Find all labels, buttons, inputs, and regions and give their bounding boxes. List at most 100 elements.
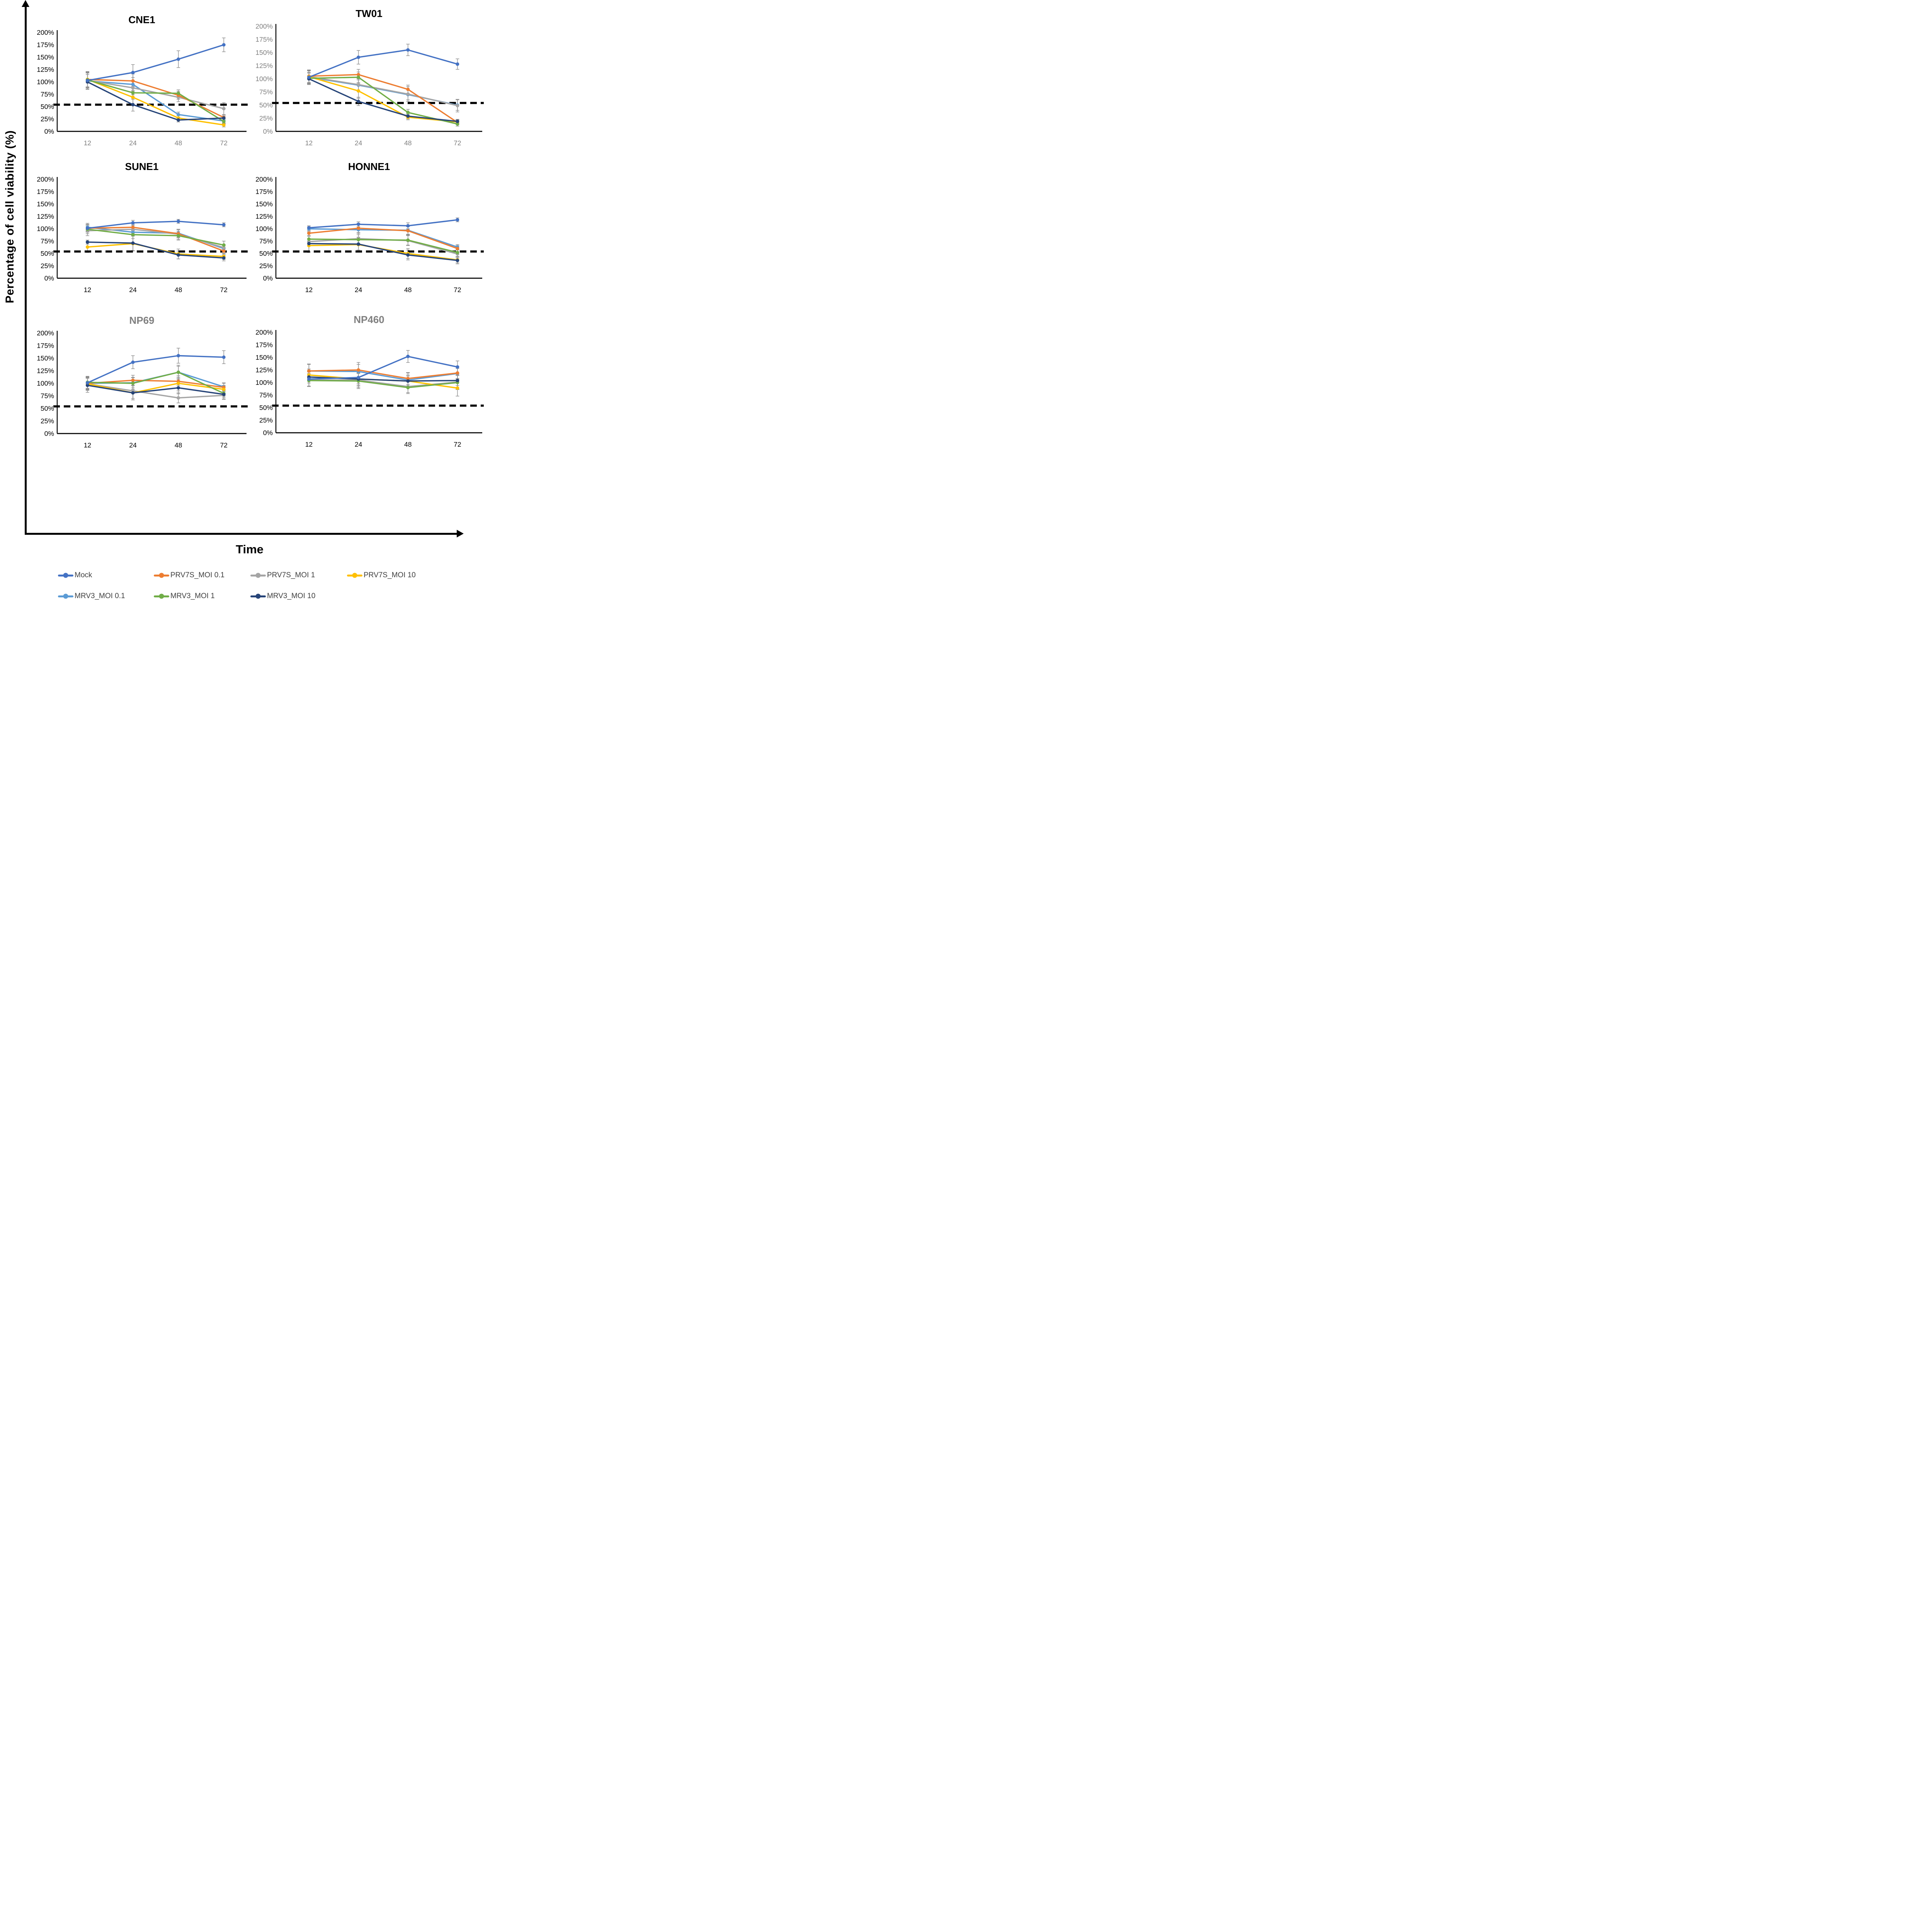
legend-item-label: PRV7S_MOI 10 — [364, 571, 416, 579]
svg-text:48: 48 — [404, 139, 412, 147]
svg-text:175%: 175% — [255, 341, 273, 349]
series-mrv3-moi-10 — [85, 383, 226, 396]
legend-item-label: PRV7S_MOI 1 — [267, 571, 315, 579]
y-axis-ticks: 200% 175% 150% 125% 100% 75% 50% 25% 0% — [37, 175, 54, 282]
legend-marker-mrv3-moi-0-1-icon — [58, 594, 73, 599]
svg-text:72: 72 — [454, 139, 461, 147]
svg-text:48: 48 — [404, 286, 412, 294]
x-axis-ticks: 12 24 48 72 — [84, 139, 228, 147]
svg-text:175%: 175% — [37, 188, 54, 196]
series-mock — [85, 219, 226, 230]
svg-text:72: 72 — [454, 286, 461, 294]
series-mrv3-moi-0-1 — [85, 225, 226, 250]
chart-tw01: TW01 200% 175% 150% 125% 100% 75% 50% 25% 0% 12 24… — [251, 8, 487, 150]
svg-text:100%: 100% — [255, 379, 273, 386]
chart-title: TW01 — [355, 8, 383, 19]
svg-text:175%: 175% — [255, 188, 273, 196]
svg-text:200%: 200% — [255, 328, 273, 336]
svg-text:48: 48 — [175, 441, 182, 449]
legend-item-label: Mock — [75, 571, 92, 579]
series-prv7s-moi-0-1 — [307, 368, 459, 381]
chart-title: NP460 — [354, 314, 384, 325]
svg-text:125%: 125% — [255, 366, 273, 374]
svg-text:150%: 150% — [37, 354, 54, 362]
legend-item-mrv3-moi-1: MRV3_MOI 1 — [154, 592, 215, 600]
svg-text:200%: 200% — [255, 22, 273, 30]
series-mock — [307, 218, 459, 230]
chart-title: CNE1 — [128, 14, 155, 26]
svg-text:12: 12 — [305, 139, 313, 147]
svg-text:50%: 50% — [259, 404, 273, 412]
svg-text:150%: 150% — [37, 53, 54, 61]
series-mrv3-moi-1 — [307, 237, 459, 254]
legend-marker-prv7s-moi-1-icon — [250, 573, 266, 578]
svg-text:100%: 100% — [255, 225, 273, 233]
svg-text:150%: 150% — [255, 200, 273, 208]
series-mrv3-moi-10 — [307, 242, 459, 262]
y-axis-ticks: 200% 175% 150% 125% 100% 75% 50% 25% 0% — [255, 328, 273, 437]
legend-item-prv7s-moi-10: PRV7S_MOI 10 — [347, 571, 416, 580]
chart-title: SUNE1 — [125, 161, 159, 172]
series-mock — [85, 354, 226, 385]
y-axis-label: Percentage of cell viability (%) — [3, 130, 16, 303]
svg-text:24: 24 — [355, 139, 362, 147]
chart-title: HONNE1 — [348, 161, 390, 172]
svg-text:72: 72 — [220, 441, 227, 449]
svg-text:0%: 0% — [263, 274, 273, 282]
legend-row-1: Mock PRV7S_MOI 0.1 PRV7S_MOI 1 PRV7S_MOI… — [0, 571, 494, 583]
legend-item-label: MRV3_MOI 1 — [170, 592, 215, 600]
svg-text:50%: 50% — [259, 250, 273, 257]
error-bars — [307, 350, 459, 396]
series-mock — [85, 43, 226, 82]
svg-text:25%: 25% — [259, 262, 273, 270]
chart-np69: NP69 200% 175% 150% 125% 100% 75% 50% 25% 0% 12 24… — [32, 315, 251, 452]
series-mock — [307, 354, 459, 381]
svg-text:24: 24 — [355, 286, 362, 294]
chart-np460: NP460 200% 175% 150% 125% 100% 75% 50% 25% 0% 12 2… — [251, 314, 487, 451]
series-mrv3-moi-1 — [85, 227, 226, 247]
svg-text:72: 72 — [220, 139, 227, 147]
chart-canvas: 200% 175% 150% 125% 100% 75% 50% 25% 0% 12 24 48 72 — [37, 329, 248, 449]
svg-text:50%: 50% — [41, 250, 54, 257]
svg-text:50%: 50% — [41, 103, 54, 111]
svg-text:100%: 100% — [37, 225, 54, 233]
svg-text:0%: 0% — [44, 128, 54, 135]
svg-text:48: 48 — [175, 139, 182, 147]
svg-text:24: 24 — [355, 440, 362, 448]
legend-item-mrv3-moi-0-1: MRV3_MOI 0.1 — [58, 592, 125, 600]
y-axis-ticks: 200% 175% 150% 125% 100% 75% 50% 25% 0% — [37, 329, 54, 437]
svg-text:24: 24 — [129, 286, 137, 294]
svg-text:12: 12 — [84, 441, 91, 449]
svg-text:48: 48 — [175, 286, 182, 294]
x-axis-arrow-line — [25, 533, 457, 535]
svg-text:175%: 175% — [37, 41, 54, 49]
chart-cne1: CNE1 200% 175% 150% 125% 100% 75% 50% 25% 0% 12 24… — [32, 14, 251, 150]
svg-text:200%: 200% — [255, 175, 273, 183]
svg-text:12: 12 — [305, 440, 313, 448]
legend-item-prv7s-moi-0-1: PRV7S_MOI 0.1 — [154, 571, 224, 580]
svg-text:75%: 75% — [259, 391, 273, 399]
x-axis-arrow-head-icon — [457, 530, 464, 537]
chart-canvas: 200% 175% 150% 125% 100% 75% 50% 25% 0% 12 24 48 72 — [37, 175, 248, 294]
series-mock — [307, 48, 459, 79]
chart-title: NP69 — [129, 315, 155, 326]
svg-text:175%: 175% — [255, 36, 273, 43]
legend-item-prv7s-moi-1: PRV7S_MOI 1 — [250, 571, 315, 580]
svg-text:100%: 100% — [255, 75, 273, 83]
chart-canvas: 200% 175% 150% 125% 100% 75% 50% 25% 0% 12 24 48 72 — [255, 175, 484, 294]
svg-text:75%: 75% — [41, 237, 54, 245]
svg-text:0%: 0% — [44, 274, 54, 282]
svg-text:125%: 125% — [255, 213, 273, 220]
svg-text:25%: 25% — [41, 115, 54, 123]
svg-text:125%: 125% — [37, 367, 54, 375]
chart-honne1: HONNE1 200% 175% 150% 125% 100% 75% 50% 25% 0% 12… — [251, 161, 487, 297]
svg-text:75%: 75% — [41, 90, 54, 98]
x-axis-ticks: 12 24 48 72 — [305, 139, 461, 147]
y-axis-arrow-head-icon — [22, 0, 29, 7]
chart-canvas: 200% 175% 150% 125% 100% 75% 50% 25% 0% 12 24 48 72 — [255, 22, 484, 147]
legend-marker-prv7s-moi-0-1-icon — [154, 573, 169, 578]
legend-item-label: MRV3_MOI 10 — [267, 592, 316, 600]
x-axis-ticks: 12 24 48 72 — [305, 286, 461, 294]
x-axis-ticks: 12 24 48 72 — [84, 441, 228, 449]
svg-text:100%: 100% — [37, 78, 54, 86]
